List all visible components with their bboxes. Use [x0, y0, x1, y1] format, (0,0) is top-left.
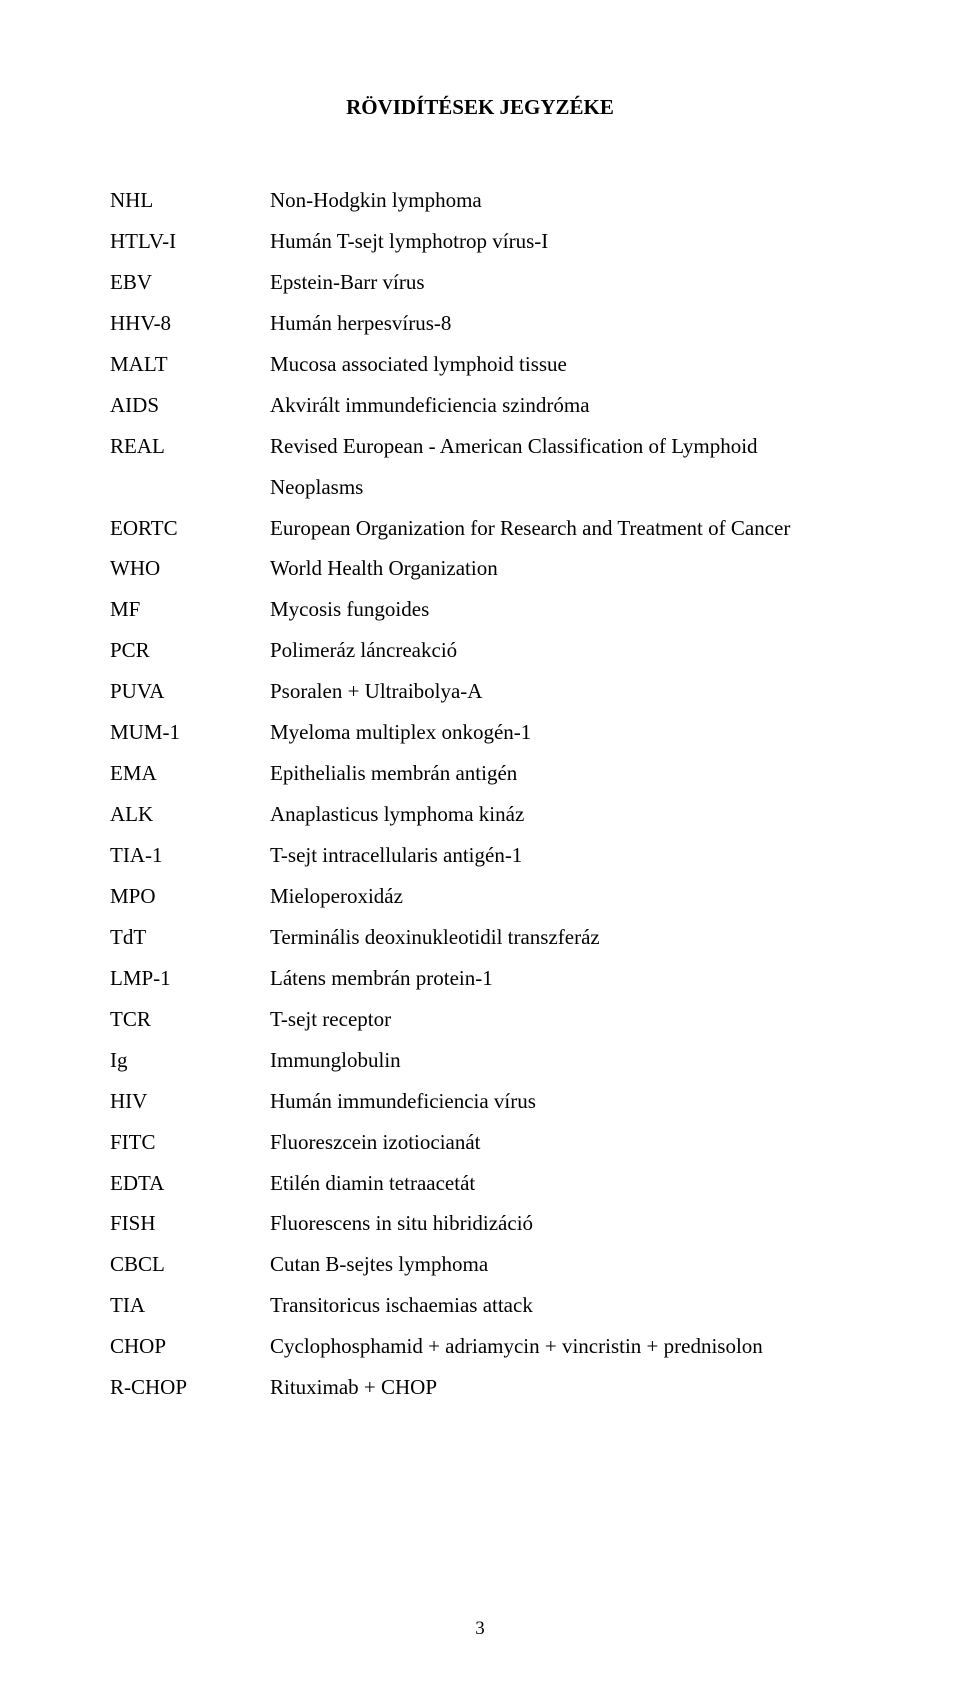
- abbreviation-row: MALTMucosa associated lymphoid tissue: [110, 344, 850, 385]
- abbreviation-row: HTLV-IHumán T-sejt lymphotrop vírus-I: [110, 221, 850, 262]
- abbreviation-definition: Cyclophosphamid + adriamycin + vincristi…: [270, 1326, 850, 1367]
- abbreviation-row: TIA-1T-sejt intracellularis antigén-1: [110, 835, 850, 876]
- abbreviation-row: TIATransitoricus ischaemias attack: [110, 1285, 850, 1326]
- abbreviation-term: TIA: [110, 1285, 270, 1326]
- abbreviation-row: PCRPolimeráz láncreakció: [110, 630, 850, 671]
- abbreviation-term: MPO: [110, 876, 270, 917]
- abbreviation-row: FITCFluoreszcein izotiocianát: [110, 1122, 850, 1163]
- abbreviation-row: WHOWorld Health Organization: [110, 548, 850, 589]
- abbreviation-row: EORTCEuropean Organization for Research …: [110, 508, 850, 549]
- abbreviation-term: PCR: [110, 630, 270, 671]
- abbreviation-definition: Polimeráz láncreakció: [270, 630, 850, 671]
- abbreviation-definition: Terminális deoxinukleotidil transzferáz: [270, 917, 850, 958]
- abbreviation-term: R-CHOP: [110, 1367, 270, 1408]
- abbreviation-definition: Psoralen + Ultraibolya-A: [270, 671, 850, 712]
- abbreviation-row: R-CHOPRituximab + CHOP: [110, 1367, 850, 1408]
- abbreviation-term: PUVA: [110, 671, 270, 712]
- abbreviation-definition: Epithelialis membrán antigén: [270, 753, 850, 794]
- abbreviation-term: MF: [110, 589, 270, 630]
- abbreviation-row: REALRevised European - American Classifi…: [110, 426, 850, 508]
- abbreviation-row: IgImmunglobulin: [110, 1040, 850, 1081]
- abbreviation-row: MUM-1Myeloma multiplex onkogén-1: [110, 712, 850, 753]
- page-number: 3: [0, 1618, 960, 1640]
- abbreviation-definition: Látens membrán protein-1: [270, 958, 850, 999]
- abbreviation-definition: Myeloma multiplex onkogén-1: [270, 712, 850, 753]
- abbreviation-definition: Cutan B-sejtes lymphoma: [270, 1244, 850, 1285]
- abbreviation-definition: Fluoreszcein izotiocianát: [270, 1122, 850, 1163]
- abbreviation-term: ALK: [110, 794, 270, 835]
- abbreviation-term: FITC: [110, 1122, 270, 1163]
- abbreviation-row: CHOPCyclophosphamid + adriamycin + vincr…: [110, 1326, 850, 1367]
- abbreviation-definition: Fluorescens in situ hibridizáció: [270, 1203, 850, 1244]
- abbreviation-term: MUM-1: [110, 712, 270, 753]
- abbreviation-term: NHL: [110, 180, 270, 221]
- abbreviation-row: NHLNon-Hodgkin lymphoma: [110, 180, 850, 221]
- abbreviation-row: PUVAPsoralen + Ultraibolya-A: [110, 671, 850, 712]
- abbreviation-row: FISHFluorescens in situ hibridizáció: [110, 1203, 850, 1244]
- abbreviation-row: ALKAnaplasticus lymphoma kináz: [110, 794, 850, 835]
- abbreviation-definition: Akvirált immundeficiencia szindróma: [270, 385, 850, 426]
- abbreviation-definition: Transitoricus ischaemias attack: [270, 1285, 850, 1326]
- abbreviation-term: EMA: [110, 753, 270, 794]
- abbreviation-term: CHOP: [110, 1326, 270, 1367]
- abbreviation-term: TIA-1: [110, 835, 270, 876]
- abbreviation-definition: Mieloperoxidáz: [270, 876, 850, 917]
- abbreviation-term: FISH: [110, 1203, 270, 1244]
- abbreviation-term: Ig: [110, 1040, 270, 1081]
- abbreviation-row: TCRT-sejt receptor: [110, 999, 850, 1040]
- abbreviation-definition: T-sejt receptor: [270, 999, 850, 1040]
- abbreviation-term: EBV: [110, 262, 270, 303]
- abbreviation-row: LMP-1Látens membrán protein-1: [110, 958, 850, 999]
- abbreviation-definition: Mycosis fungoides: [270, 589, 850, 630]
- abbreviation-term: TCR: [110, 999, 270, 1040]
- abbreviation-row: MFMycosis fungoides: [110, 589, 850, 630]
- document-page: RÖVIDÍTÉSEK JEGYZÉKE NHLNon-Hodgkin lymp…: [0, 0, 960, 1690]
- abbreviation-term: HTLV-I: [110, 221, 270, 262]
- page-title: RÖVIDÍTÉSEK JEGYZÉKE: [110, 95, 850, 120]
- abbreviation-definition: World Health Organization: [270, 548, 850, 589]
- abbreviation-term: EORTC: [110, 508, 270, 549]
- abbreviation-definition: Anaplasticus lymphoma kináz: [270, 794, 850, 835]
- abbreviation-row: TdTTerminális deoxinukleotidil transzfer…: [110, 917, 850, 958]
- abbreviation-definition: Mucosa associated lymphoid tissue: [270, 344, 850, 385]
- abbreviation-term: EDTA: [110, 1163, 270, 1204]
- abbreviation-row: AIDSAkvirált immundeficiencia szindróma: [110, 385, 850, 426]
- abbreviation-term: WHO: [110, 548, 270, 589]
- abbreviation-definition: Humán immundeficiencia vírus: [270, 1081, 850, 1122]
- abbreviation-term: MALT: [110, 344, 270, 385]
- abbreviation-row: EBVEpstein-Barr vírus: [110, 262, 850, 303]
- abbreviation-definition: Epstein-Barr vírus: [270, 262, 850, 303]
- abbreviation-definition: T-sejt intracellularis antigén-1: [270, 835, 850, 876]
- abbreviation-term: TdT: [110, 917, 270, 958]
- abbreviation-row: HHV-8Humán herpesvírus-8: [110, 303, 850, 344]
- abbreviation-term: AIDS: [110, 385, 270, 426]
- abbreviation-term: LMP-1: [110, 958, 270, 999]
- abbreviation-definition: European Organization for Research and T…: [270, 508, 850, 549]
- abbreviation-definition: Immunglobulin: [270, 1040, 850, 1081]
- abbreviation-definition: Etilén diamin tetraacetát: [270, 1163, 850, 1204]
- abbreviation-definition: Humán herpesvírus-8: [270, 303, 850, 344]
- abbreviation-row: EDTAEtilén diamin tetraacetát: [110, 1163, 850, 1204]
- abbreviation-definition: Humán T-sejt lymphotrop vírus-I: [270, 221, 850, 262]
- abbreviation-definition: Rituximab + CHOP: [270, 1367, 850, 1408]
- abbreviation-term: REAL: [110, 426, 270, 508]
- abbreviation-row: EMAEpithelialis membrán antigén: [110, 753, 850, 794]
- abbreviation-term: HIV: [110, 1081, 270, 1122]
- abbreviation-definition: Revised European - American Classificati…: [270, 426, 850, 508]
- abbreviation-row: MPOMieloperoxidáz: [110, 876, 850, 917]
- abbreviation-row: CBCLCutan B-sejtes lymphoma: [110, 1244, 850, 1285]
- abbreviation-definition: Non-Hodgkin lymphoma: [270, 180, 850, 221]
- abbreviation-row: HIVHumán immundeficiencia vírus: [110, 1081, 850, 1122]
- abbreviation-term: HHV-8: [110, 303, 270, 344]
- abbreviation-term: CBCL: [110, 1244, 270, 1285]
- abbreviation-list: NHLNon-Hodgkin lymphomaHTLV-IHumán T-sej…: [110, 180, 850, 1408]
